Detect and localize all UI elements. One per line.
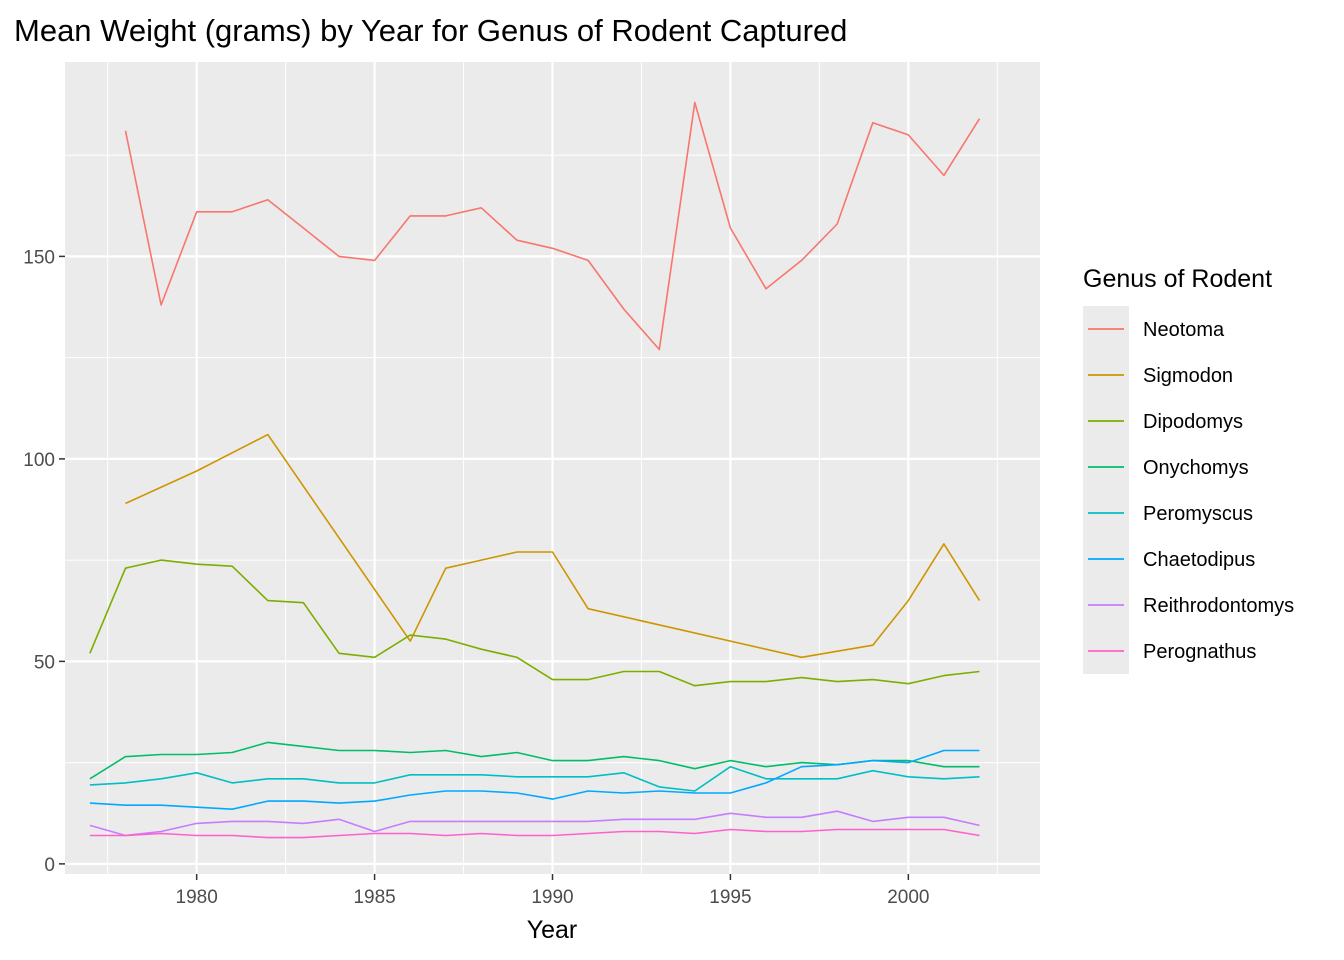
legend-label-onychomys: Onychomys bbox=[1143, 457, 1249, 479]
legend: Neotoma Sigmodon Dipodomys Onychomys Peromys… bbox=[1083, 306, 1294, 674]
series-line-chaetodipus bbox=[89, 749, 980, 811]
x-tick-label: 2000 bbox=[887, 887, 929, 908]
x-axis: 1980 1985 1990 1995 2000 bbox=[176, 874, 929, 908]
legend-label-chaetodipus: Chaetodipus bbox=[1143, 549, 1255, 571]
legend-label-dipodomys: Dipodomys bbox=[1143, 411, 1243, 433]
legend-title: Genus of Rodent bbox=[1083, 265, 1272, 293]
series-line-dipodomys bbox=[89, 559, 980, 687]
x-tick-label: 1980 bbox=[176, 887, 218, 908]
series-line-neotoma bbox=[124, 101, 981, 351]
legend-label-perognathus: Perognathus bbox=[1143, 641, 1256, 663]
y-tick-label: 50 bbox=[34, 652, 55, 673]
major-gridlines bbox=[65, 62, 1040, 874]
x-tick-label: 1995 bbox=[709, 887, 751, 908]
legend-label-sigmodon: Sigmodon bbox=[1143, 365, 1233, 387]
chart-title: Mean Weight (grams) by Year for Genus of… bbox=[14, 13, 847, 48]
y-tick-label: 0 bbox=[44, 855, 55, 876]
x-tick-label: 1990 bbox=[531, 887, 573, 908]
x-axis-title: Year bbox=[527, 916, 578, 944]
series-line-perognathus bbox=[89, 828, 980, 839]
x-tick-label: 1985 bbox=[353, 887, 395, 908]
y-tick-label: 100 bbox=[23, 450, 55, 471]
series-line-sigmodon bbox=[125, 433, 981, 659]
y-axis: 0 50 100 150 bbox=[23, 247, 65, 876]
series-lines bbox=[89, 101, 981, 839]
y-tick-label: 150 bbox=[23, 247, 55, 268]
legend-label-peromyscus: Peromyscus bbox=[1143, 503, 1253, 525]
series-line-reithrodontomys bbox=[89, 810, 980, 837]
legend-label-neotoma: Neotoma bbox=[1143, 319, 1225, 341]
legend-label-reithrodontomys: Reithrodontomys bbox=[1143, 595, 1294, 617]
series-line-peromyscus bbox=[89, 765, 980, 792]
